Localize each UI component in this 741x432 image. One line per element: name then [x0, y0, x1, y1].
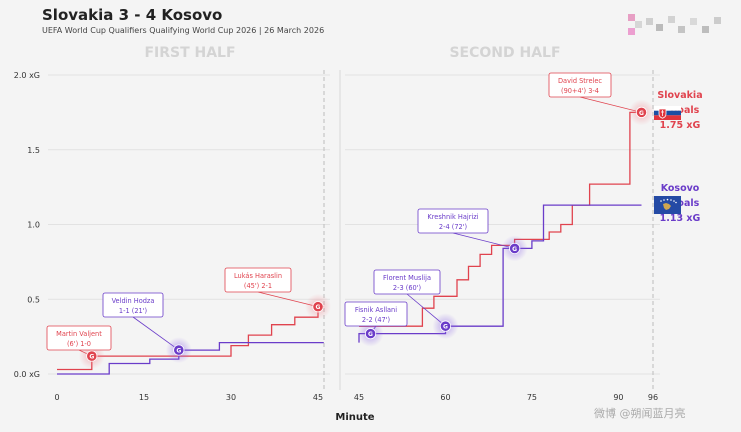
legend-kosovo-xg: 1.13 xG	[659, 213, 701, 224]
slovakia-flag-icon	[654, 106, 681, 120]
panel-label: SECOND HALF	[449, 45, 560, 61]
y-tick-label: 0.0 xG	[14, 370, 40, 379]
goal-callout-detail: 2-2 (47')	[362, 316, 390, 324]
x-tick-label: 90	[613, 393, 623, 402]
x-tick-label: 75	[527, 393, 537, 402]
goal-callout-detail: (90+4') 3-4	[561, 87, 599, 95]
y-tick-label: 1.0	[27, 221, 40, 230]
goal-marker	[86, 350, 98, 362]
goal-marker-letter: G	[316, 304, 321, 311]
goal-marker-letter: G	[639, 110, 644, 117]
pixel-logo	[628, 14, 728, 38]
goal-callout-box	[102, 292, 164, 318]
goal-callout-player: Kreshnik Hajrizi	[427, 213, 478, 221]
x-tick-label: 45	[313, 393, 323, 402]
legend-slovakia-name: Slovakia	[657, 90, 703, 101]
goal-callout-detail: (45') 2-1	[244, 282, 272, 290]
goal-marker	[312, 301, 324, 313]
goal-marker-letter: G	[368, 331, 373, 338]
x-tick-label: 0	[54, 393, 59, 402]
goal-callout-detail: 1-1 (21')	[119, 307, 147, 315]
watermark-text: 微博 @朔闻蓝月亮	[594, 407, 686, 420]
goal-marker	[635, 106, 648, 118]
y-tick-label: 0.5	[27, 295, 40, 304]
goal-callout-player: Veldin Hodza	[112, 297, 155, 305]
series-line-kosovo	[57, 341, 324, 375]
page-subtitle: UEFA World Cup Qualifiers Qualifying Wor…	[42, 26, 325, 35]
goal-callout-player: David Strelec	[558, 77, 602, 85]
goal-callout-box	[344, 301, 408, 327]
goal-marker	[173, 344, 185, 356]
y-tick-label: 1.5	[27, 146, 40, 155]
goal-callout-box	[46, 325, 112, 351]
x-axis-label: Minute	[335, 412, 374, 423]
y-tick-label: 2.0 xG	[14, 71, 40, 80]
goal-marker	[439, 320, 452, 332]
goal-callout-player: Lukás Haraslin	[234, 272, 282, 280]
goal-callout-player: Florent Muslija	[383, 274, 431, 282]
x-tick-label: 30	[226, 393, 236, 402]
x-tick-label: 60	[440, 393, 450, 402]
goal-callout-box	[373, 269, 441, 295]
goal-marker-letter: G	[176, 347, 181, 354]
panel-label: FIRST HALF	[144, 45, 235, 61]
goal-callout-player: Fisnik Asllani	[355, 306, 397, 314]
goal-callout-player: Martin Valjent	[56, 330, 102, 338]
goal-callout-detail: 2-3 (60')	[393, 284, 421, 292]
x-tick-label: 96	[648, 393, 658, 402]
goal-marker	[364, 328, 377, 340]
goal-marker	[509, 242, 521, 255]
x-tick-label: 45	[354, 393, 364, 402]
goal-callout-box	[417, 208, 489, 234]
goal-callout-detail: (6') 1-0	[67, 340, 91, 348]
goal-callout-detail: 2-4 (72')	[439, 223, 467, 231]
goal-callout-box	[224, 267, 292, 293]
goal-marker-letter: G	[512, 246, 517, 253]
goal-marker-letter: G	[89, 353, 94, 360]
legend-kosovo-name: Kosovo	[660, 183, 700, 194]
kosovo-flag-icon	[654, 196, 681, 214]
goal-marker-letter: G	[443, 324, 448, 331]
page-title: Slovakia 3 - 4 Kosovo	[42, 6, 223, 24]
goal-callout-box	[548, 72, 612, 98]
x-tick-label: 15	[139, 393, 149, 402]
legend-slovakia-xg: 1.75 xG	[659, 120, 701, 131]
